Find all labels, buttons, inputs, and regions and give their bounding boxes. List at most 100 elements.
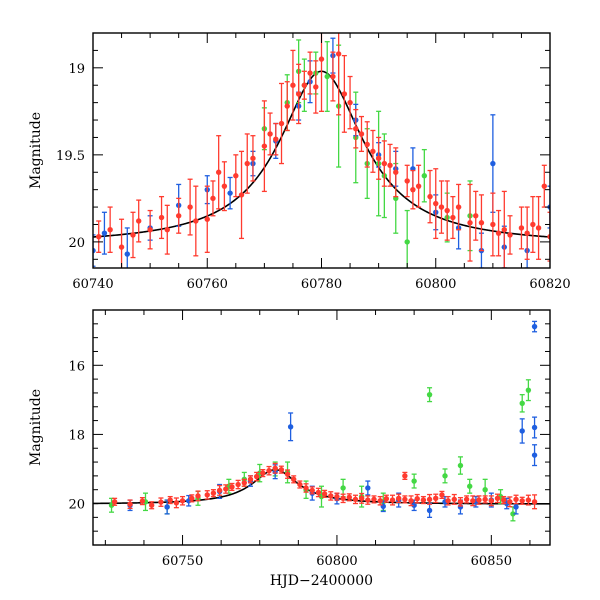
- data-point: [158, 499, 164, 505]
- y-axis-label: Magnitude: [28, 112, 44, 189]
- data-point: [295, 91, 302, 97]
- plot-area: [93, 33, 550, 268]
- data-point: [421, 173, 428, 179]
- data-point: [393, 169, 399, 175]
- data-point: [167, 497, 173, 503]
- data-point: [341, 91, 348, 97]
- data-point: [387, 162, 393, 168]
- data-point: [324, 73, 330, 80]
- data-point: [531, 452, 538, 458]
- x-tick-label: 60750: [162, 554, 203, 569]
- data-point: [444, 207, 450, 214]
- data-point: [500, 497, 507, 503]
- data-point: [261, 143, 268, 149]
- data-point: [371, 496, 377, 503]
- data-point: [383, 495, 390, 502]
- data-point: [291, 476, 297, 483]
- data-point: [124, 251, 130, 257]
- data-point: [510, 511, 516, 517]
- data-point: [244, 160, 250, 167]
- data-point: [530, 221, 536, 228]
- data-point: [507, 232, 513, 238]
- data-point: [107, 227, 113, 233]
- data-point: [352, 496, 359, 503]
- x-tick-label: 60800: [316, 554, 357, 569]
- data-point: [420, 497, 427, 503]
- data-point: [426, 391, 433, 398]
- data-point: [404, 178, 410, 184]
- data-point: [148, 502, 155, 508]
- top-panel-light-curve: 60740 60760 60780 60800 60820 19 19.5 20 Magnitu…: [28, 32, 571, 292]
- data-point: [365, 485, 371, 491]
- data-point: [494, 495, 501, 502]
- data-point: [370, 148, 376, 155]
- data-point: [235, 481, 241, 488]
- data-point: [438, 204, 445, 210]
- data-point: [467, 483, 473, 489]
- data-point: [173, 500, 180, 506]
- series-0: [111, 462, 538, 510]
- data-point: [127, 501, 133, 507]
- data-point: [238, 192, 245, 198]
- y-tick-label: 20: [68, 236, 85, 251]
- data-point: [451, 496, 457, 503]
- data-point: [318, 56, 325, 62]
- data-point: [476, 497, 482, 503]
- y-tick-label: 16: [68, 359, 85, 374]
- data-point: [358, 131, 365, 137]
- data-point: [272, 465, 278, 471]
- data-point: [108, 502, 115, 508]
- data-point: [247, 476, 254, 483]
- data-point: [513, 496, 519, 503]
- data-point: [490, 160, 496, 167]
- data-point: [531, 499, 538, 505]
- data-point: [210, 490, 217, 496]
- y-tick-label: 18: [68, 428, 85, 443]
- data-point: [118, 244, 125, 250]
- data-point: [334, 493, 340, 500]
- data-point: [389, 497, 396, 503]
- data-point: [147, 227, 153, 233]
- data-point: [365, 497, 371, 503]
- data-point: [531, 323, 538, 330]
- data-point: [467, 220, 473, 226]
- data-point: [426, 507, 433, 514]
- data-point: [519, 498, 525, 504]
- data-point: [381, 160, 388, 167]
- series-0: [96, 33, 550, 268]
- data-point: [227, 190, 233, 196]
- data-point: [284, 103, 290, 109]
- data-point: [457, 462, 464, 469]
- data-point: [189, 495, 195, 502]
- data-point: [204, 492, 210, 498]
- data-point: [445, 498, 451, 504]
- data-point: [426, 496, 433, 503]
- data-point: [531, 424, 538, 431]
- x-tick-label: 60780: [301, 277, 342, 292]
- data-point: [158, 214, 165, 221]
- data-point: [340, 495, 346, 502]
- y-axis-label: Magnitude: [28, 389, 44, 466]
- data-point: [482, 487, 488, 493]
- data-point: [402, 496, 408, 503]
- data-point: [187, 204, 193, 210]
- data-point: [278, 120, 285, 127]
- data-point: [457, 499, 464, 505]
- x-tick-label: 60850: [471, 554, 512, 569]
- data-point: [490, 221, 496, 228]
- data-point: [221, 183, 228, 189]
- data-point: [364, 141, 370, 148]
- data-point: [482, 496, 488, 503]
- data-point: [164, 504, 170, 510]
- data-point: [525, 387, 532, 393]
- data-point: [164, 227, 170, 233]
- data-point: [518, 225, 525, 231]
- data-point: [139, 498, 146, 504]
- data-point: [470, 498, 476, 504]
- data-point: [455, 204, 462, 210]
- data-point: [253, 473, 260, 480]
- data-point: [321, 491, 328, 497]
- data-point: [241, 480, 248, 486]
- y-tick-label: 20: [68, 498, 85, 513]
- data-point: [273, 136, 279, 142]
